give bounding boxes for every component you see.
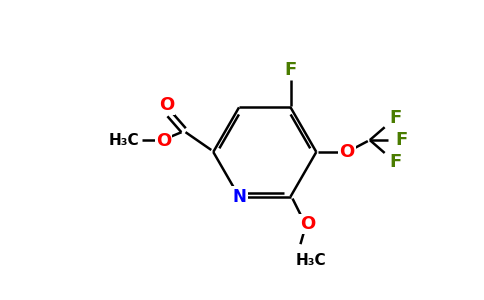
Text: H₃C: H₃C [109,133,139,148]
Text: O: O [159,96,174,114]
Text: F: F [285,61,297,79]
Text: F: F [395,131,408,149]
Text: H₃C: H₃C [296,253,327,268]
Text: O: O [300,215,315,233]
Text: O: O [339,143,355,161]
Text: F: F [390,109,402,127]
Text: O: O [156,132,171,150]
Text: N: N [232,188,246,206]
Text: F: F [390,153,402,171]
